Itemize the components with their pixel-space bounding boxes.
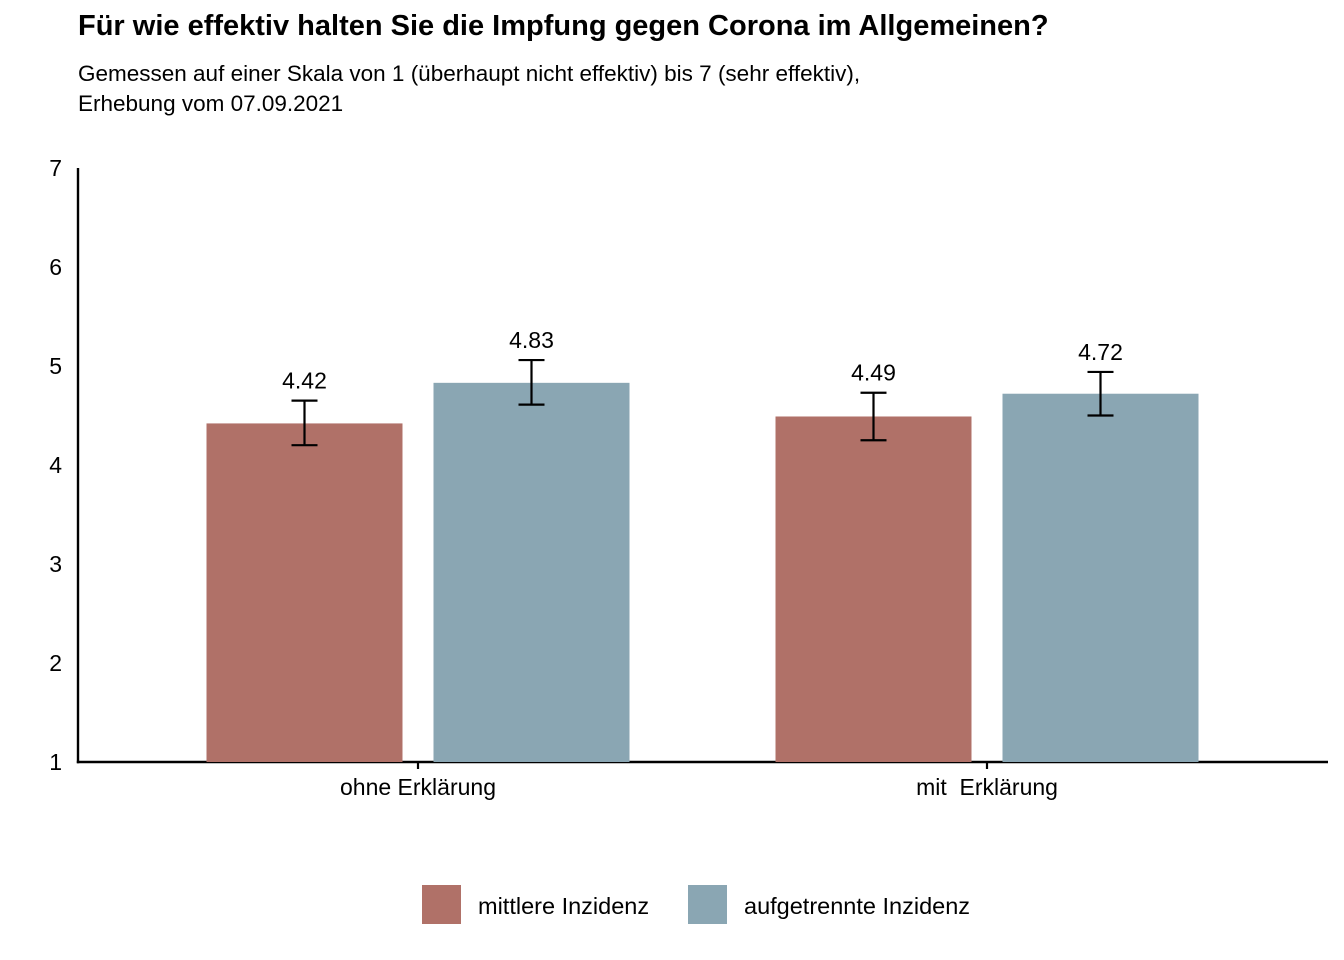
y-tick-label: 2 <box>49 650 62 676</box>
legend-swatch <box>688 885 727 924</box>
x-tick-label: mit Erklärung <box>916 774 1058 800</box>
bar-value-label: 4.72 <box>1078 339 1123 365</box>
y-tick-label: 5 <box>49 353 62 379</box>
chart-subtitle-line-2: Erhebung vom 07.09.2021 <box>78 91 344 116</box>
y-tick-label: 4 <box>49 452 62 478</box>
bar <box>1002 393 1199 762</box>
y-tick-label: 3 <box>49 551 62 577</box>
y-tick-label: 7 <box>49 155 62 181</box>
legend-label: mittlere Inzidenz <box>478 893 649 919</box>
error-bar <box>860 391 887 442</box>
y-axis: 1 2 3 4 5 6 7 <box>49 155 80 775</box>
x-tick-label: ohne Erklärung <box>340 774 496 800</box>
x-axis: ohne Erklärung mit Erklärung <box>76 760 1328 800</box>
bars <box>206 382 1199 762</box>
legend-item: aufgetrennte Inzidenz <box>688 885 970 924</box>
bar-value-label: 4.83 <box>509 327 554 353</box>
chart-subtitle-line-1: Gemessen auf einer Skala von 1 (überhaup… <box>78 61 861 86</box>
legend-swatch <box>422 885 461 924</box>
y-tick-label: 1 <box>49 749 62 775</box>
error-bar <box>518 358 545 406</box>
legend-label: aufgetrennte Inzidenz <box>744 893 970 919</box>
chart-title: Für wie effektiv halten Sie die Impfung … <box>78 10 1049 42</box>
legend-item: mittlere Inzidenz <box>422 885 649 924</box>
bar <box>433 382 630 762</box>
bar-value-label: 4.42 <box>282 368 327 394</box>
error-bar <box>291 399 318 447</box>
y-tick-label: 6 <box>49 254 62 280</box>
error-bars <box>291 358 1114 447</box>
error-bar <box>1087 370 1114 417</box>
value-labels: 4.42 4.83 4.49 4.72 <box>282 327 1123 394</box>
bar <box>206 423 403 762</box>
bar-value-label: 4.49 <box>851 360 896 386</box>
bar <box>775 416 972 762</box>
legend: mittlere Inzidenz aufgetrennte Inzidenz <box>422 885 970 924</box>
